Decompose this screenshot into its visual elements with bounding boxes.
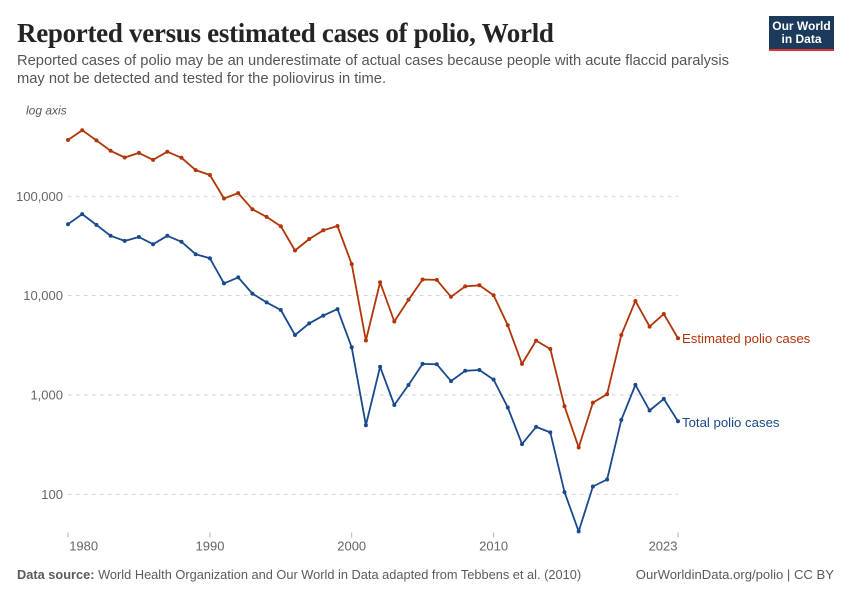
svg-text:10,000: 10,000 — [23, 288, 63, 303]
svg-text:Estimated polio cases: Estimated polio cases — [682, 331, 811, 346]
svg-text:2010: 2010 — [479, 539, 508, 554]
svg-text:100: 100 — [41, 487, 63, 502]
svg-text:1990: 1990 — [196, 539, 225, 554]
svg-text:1980: 1980 — [69, 539, 98, 554]
svg-text:1,000: 1,000 — [30, 387, 63, 402]
svg-text:2023: 2023 — [649, 539, 678, 554]
svg-text:Total polio cases: Total polio cases — [682, 415, 780, 430]
svg-text:2000: 2000 — [337, 539, 366, 554]
svg-text:log axis: log axis — [26, 104, 67, 118]
svg-text:100,000: 100,000 — [16, 189, 63, 204]
